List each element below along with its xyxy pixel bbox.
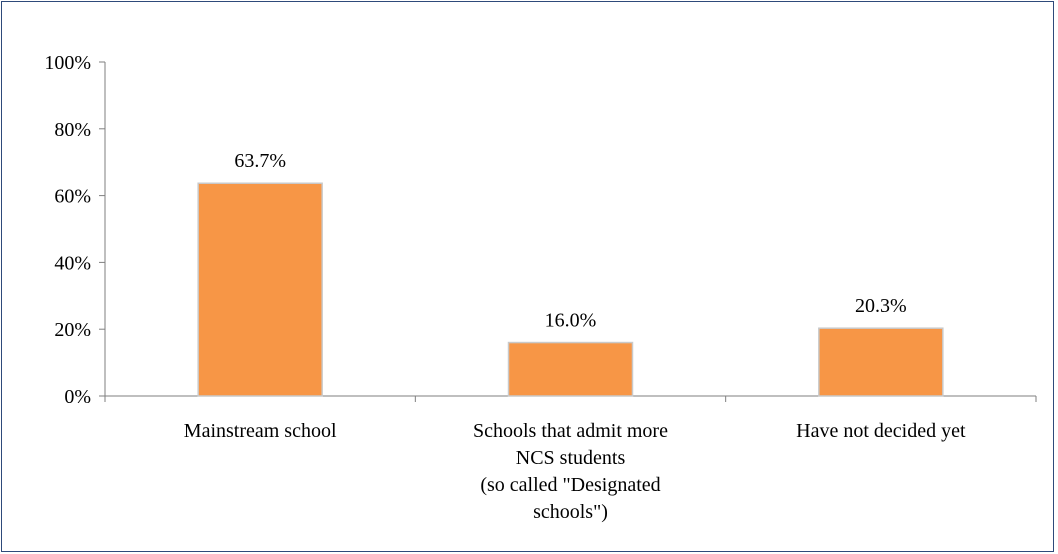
y-tick-label: 60% (54, 186, 91, 208)
data-label: 16.0% (545, 310, 597, 332)
x-category-label: schools") (533, 501, 608, 523)
x-category-label: Have not decided yet (796, 420, 966, 442)
x-category-label: Schools that admit more (473, 420, 668, 442)
bar (818, 327, 944, 397)
data-label: 20.3% (855, 295, 907, 317)
y-tick-label: 80% (54, 119, 91, 141)
x-category-label: NCS students (516, 447, 626, 469)
bar (197, 182, 323, 397)
y-tick-label: 20% (54, 319, 91, 341)
y-tick-label: 100% (44, 52, 91, 74)
bar (507, 341, 634, 397)
x-category-label: Mainstream school (184, 420, 337, 442)
y-tick-label: 0% (64, 386, 91, 408)
data-label: 63.7% (234, 150, 286, 172)
x-category-label: (so called "Designated (480, 474, 660, 496)
y-tick-label: 40% (54, 252, 91, 274)
